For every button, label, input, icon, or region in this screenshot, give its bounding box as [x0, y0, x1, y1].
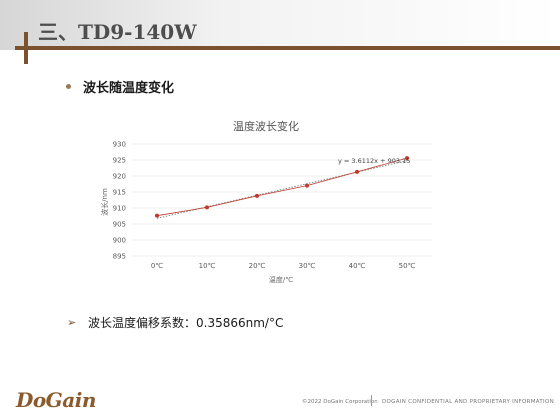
- series-line: [156, 157, 408, 217]
- y-tick-label: 915: [113, 189, 126, 197]
- y-tick-label: 905: [113, 221, 126, 229]
- y-tick-label: 900: [113, 237, 126, 245]
- data-point: [355, 169, 359, 174]
- slide-title: 三、TD9-140W: [38, 20, 197, 44]
- x-tick-label: 50℃: [399, 262, 416, 270]
- footer-copyright: ©2022 DoGain Corporation: [302, 399, 378, 405]
- y-tick-label: 925: [113, 157, 126, 165]
- chart-title: 温度波长变化: [233, 119, 299, 133]
- x-tick-label: 20℃: [249, 262, 266, 270]
- title-underline-accent: [15, 46, 560, 50]
- data-point: [305, 183, 309, 188]
- x-tick-label: 10℃: [199, 262, 216, 270]
- data-point: [155, 213, 159, 218]
- title-band: [0, 0, 560, 50]
- trendline-equation: y = 3.6112x + 903.15: [338, 157, 410, 165]
- data-point: [205, 205, 209, 210]
- section-heading: 波长随温度变化: [83, 81, 175, 96]
- x-axis-ticks: 0℃ 10℃ 20℃ 30℃ 40℃ 50℃: [151, 262, 416, 270]
- x-tick-label: 40℃: [349, 262, 366, 270]
- data-point: [405, 156, 409, 161]
- coefficient-note: 波长温度偏移系数：0.35866nm/°C: [88, 316, 284, 330]
- bullet-icon: [66, 84, 71, 89]
- x-axis-label: 温度/℃: [269, 275, 293, 284]
- data-point: [255, 193, 259, 198]
- company-logo: DoGain: [16, 388, 96, 412]
- y-tick-label: 920: [113, 173, 126, 181]
- y-axis-ticks: 895 900 905 910 915 920 925 930: [113, 141, 126, 261]
- y-tick-label: 895: [113, 253, 126, 261]
- title-vertical-accent: [24, 32, 28, 64]
- series-layer: [155, 156, 409, 218]
- x-tick-label: 0℃: [151, 262, 163, 270]
- x-tick-label: 30℃: [299, 262, 316, 270]
- y-axis-label: 波长/nm: [100, 188, 109, 216]
- chart-gridlines: [132, 143, 432, 257]
- y-tick-label: 930: [113, 141, 126, 149]
- arrow-bullet-icon: ➢: [67, 316, 77, 329]
- y-tick-label: 910: [113, 205, 126, 213]
- footer-divider: [371, 395, 372, 406]
- footer-confidential: DOGAIN CONFIDENTIAL AND PROPRIETARY INFO…: [382, 399, 555, 405]
